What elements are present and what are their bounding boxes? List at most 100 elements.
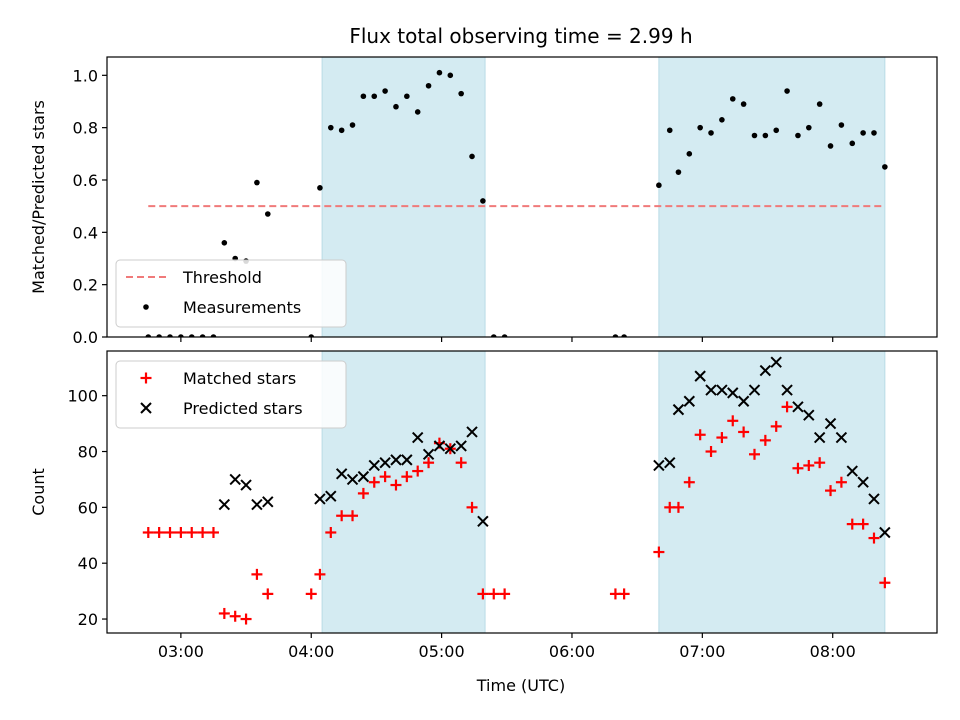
dot-point-41 (740, 101, 747, 107)
dot-point-35 (675, 169, 682, 175)
legend-label-1: Measurements (183, 298, 301, 317)
x-point-12 (390, 454, 402, 466)
count-panel: 03:00 04:00 05:00 06:00 07:00 08:00 20 40 60 80 10… (29, 350, 938, 661)
legend-box (115, 259, 347, 328)
series-predicted-stars (218, 356, 891, 539)
plus-point-54 (879, 577, 891, 589)
dot-point-18 (371, 93, 378, 100)
plus-point-10 (251, 568, 263, 580)
axes-frame (106, 350, 938, 634)
plus-point-21 (401, 471, 413, 483)
plus-point-30 (499, 588, 511, 600)
dot-point-20 (393, 103, 399, 110)
plus-point-36 (683, 476, 695, 488)
x-point-37 (824, 417, 837, 430)
plus-point-3 (175, 526, 187, 538)
dot-point-40 (729, 96, 736, 102)
x-point-41 (868, 493, 880, 505)
x-point-2 (240, 479, 252, 491)
dot-point-3 (178, 334, 184, 337)
dot-point-51 (849, 140, 856, 147)
dot-point-15 (338, 127, 345, 134)
y-tick-label-3: 0.6 (73, 171, 98, 190)
plot-area (142, 356, 891, 625)
plus-point-41 (738, 426, 750, 438)
chart-title: Flux total observing time = 2.99 h (349, 24, 692, 48)
plus-point-51 (846, 518, 858, 530)
dot-point-6 (210, 334, 217, 337)
x-point-23 (672, 403, 685, 416)
x-point-10 (368, 459, 380, 472)
plus-point-11 (262, 588, 274, 600)
x-point-40 (857, 476, 869, 488)
plus-point-26 (455, 457, 467, 469)
plus-point-29 (488, 588, 500, 600)
y-tick-label-4: 100 (67, 387, 98, 406)
x-point-1 (229, 473, 241, 486)
plus-point-28 (477, 588, 489, 600)
plus-point-20 (390, 479, 402, 491)
x-point-27 (716, 384, 728, 396)
y-tick-label-4: 0.8 (73, 119, 98, 138)
legend-x-swatch (140, 402, 152, 414)
dot-point-52 (860, 130, 866, 136)
x-point-20 (477, 515, 489, 528)
x-point-14 (411, 431, 424, 444)
dot-point-13 (317, 185, 323, 191)
legend-label-0: Threshold (182, 268, 262, 287)
dot-point-46 (795, 132, 801, 139)
x-point-17 (444, 443, 457, 455)
plus-point-15 (336, 510, 348, 522)
plus-point-43 (759, 434, 771, 446)
dot-point-31 (612, 334, 619, 337)
dot-point-25 (447, 72, 454, 79)
plus-point-1 (153, 526, 165, 538)
dot-point-39 (719, 117, 725, 123)
x-point-8 (346, 473, 359, 486)
dot-point-23 (425, 82, 432, 89)
y-tick-label-2: 0.4 (73, 223, 98, 242)
plus-point-13 (314, 568, 326, 580)
plus-point-9 (240, 613, 252, 625)
x-point-16 (433, 440, 446, 452)
dot-point-19 (382, 88, 388, 94)
x-point-35 (803, 409, 815, 421)
x-point-18 (455, 440, 467, 452)
x-point-33 (781, 384, 793, 396)
plus-point-33 (653, 546, 665, 558)
series-matched-stars (142, 401, 891, 625)
dot-point-21 (404, 93, 410, 100)
x-point-3 (251, 498, 263, 511)
dot-point-28 (480, 198, 486, 204)
plus-point-52 (857, 518, 869, 530)
x-point-9 (357, 470, 370, 483)
plus-point-39 (716, 432, 728, 444)
dot-point-32 (621, 334, 627, 337)
plus-point-45 (781, 401, 793, 413)
plus-point-42 (748, 448, 760, 460)
plus-point-5 (197, 526, 209, 538)
legend-dot-swatch (143, 304, 149, 310)
plus-point-7 (218, 607, 230, 619)
observing-window-0 (321, 350, 486, 634)
dot-point-48 (816, 101, 823, 107)
x-point-31 (759, 364, 772, 377)
y-tick-label-5: 1.0 (73, 66, 98, 85)
dot-point-1 (156, 334, 162, 337)
legend-label-0: Matched stars (183, 369, 296, 388)
y-axis-label: Count (29, 468, 48, 516)
x-point-36 (813, 431, 826, 444)
dot-point-38 (708, 130, 714, 136)
plus-point-12 (305, 588, 317, 600)
x-tick-label-5: 08:00 (810, 642, 856, 661)
plus-point-4 (186, 526, 198, 538)
plus-point-48 (814, 457, 826, 469)
x-tick-label-0: 03:00 (158, 642, 204, 661)
plus-point-47 (803, 459, 815, 471)
x-point-29 (737, 395, 750, 407)
y-tick-label-1: 0.2 (73, 276, 98, 295)
x-point-15 (422, 448, 435, 461)
observing-window-0 (321, 56, 486, 338)
x-point-25 (694, 370, 706, 382)
